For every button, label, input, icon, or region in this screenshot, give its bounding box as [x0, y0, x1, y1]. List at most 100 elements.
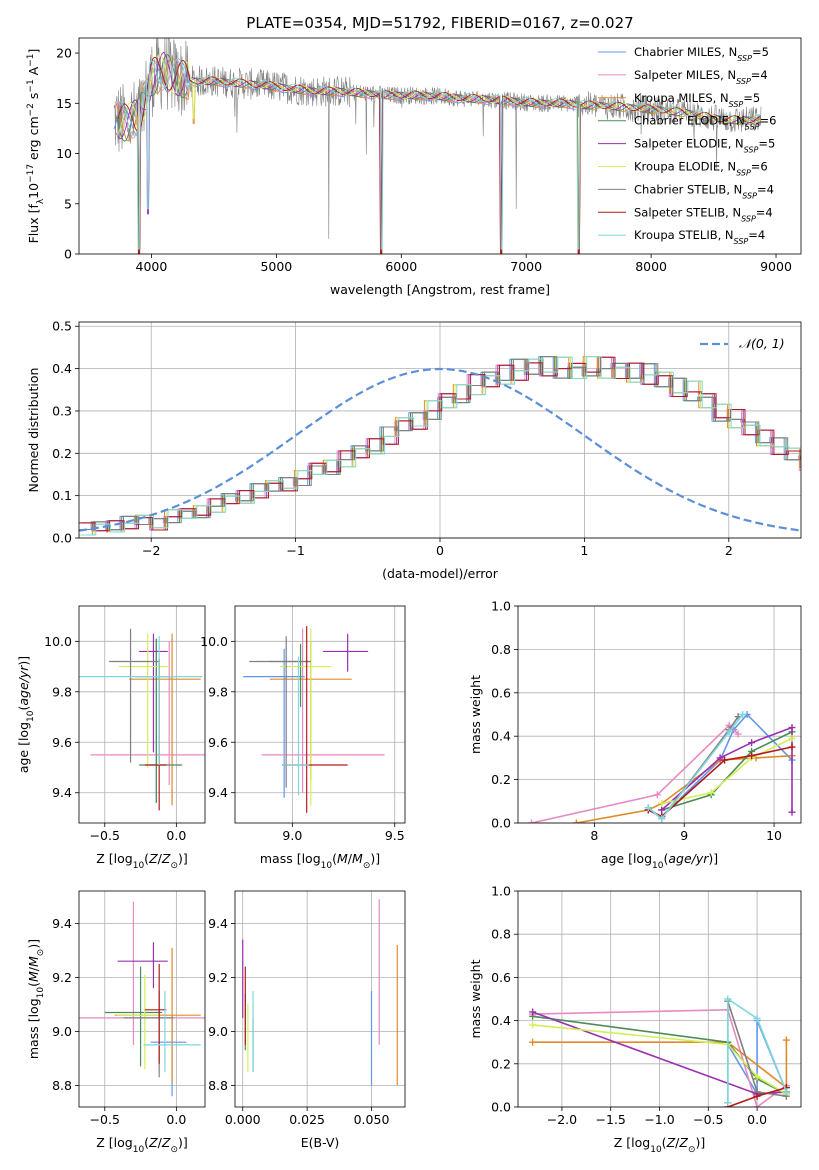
label-part: s — [26, 93, 41, 104]
legend-main: Salpeter ELODIE, N — [634, 137, 744, 151]
legend-sub: SSP — [736, 168, 751, 177]
label-part: )] — [708, 851, 718, 866]
x-tick-label: 9.0 — [282, 828, 302, 843]
model-spectrum-salpeter-stelib — [117, 56, 761, 254]
label-part: / — [26, 966, 41, 971]
label-part: E(B-V) — [301, 1135, 340, 1150]
y-axis-label: age [log10(age/yr)] — [16, 656, 36, 773]
x-tick-label: 4000 — [136, 259, 168, 274]
label-part: M — [26, 971, 41, 982]
legend-main: Kroupa MILES, N — [634, 91, 729, 105]
y-tick-label: 0.8 — [491, 927, 511, 942]
mass-weight-marker — [721, 756, 729, 764]
mass-weight-marker — [782, 1036, 790, 1044]
y-tick-label: 9.4 — [208, 785, 228, 800]
legend-main: Salpeter STELIB, N — [634, 205, 741, 219]
label-part: 10 — [36, 987, 46, 999]
legend-tail: =5 — [743, 91, 760, 105]
x-tick-label: −1.0 — [644, 1112, 674, 1127]
label-part: mass [log — [260, 851, 321, 866]
label-part: Z — [148, 1135, 158, 1150]
label-part: Z [log — [96, 1135, 132, 1150]
histogram-chabrier-miles — [79, 356, 801, 531]
x-tick-label: 5000 — [260, 259, 292, 274]
y-tick-label: 0.0 — [491, 816, 511, 831]
y-tick-label: 9.8 — [208, 684, 228, 699]
mass-weight-marker — [753, 1103, 761, 1107]
axes-mass-vs-Z: −0.5 0.08.89.09.29.4Z [log10(Z/Z⊙)]mass [… — [26, 890, 206, 1155]
mass-weight-marker — [658, 806, 666, 814]
y-axis-label: Normed distribution — [26, 368, 41, 493]
histogram-kroupa-miles — [79, 356, 801, 536]
y-tick-label: 0.3 — [52, 403, 72, 418]
label-part: −17 — [26, 164, 36, 183]
y-tick-label: 0.5 — [52, 319, 72, 334]
mass-weight-marker — [724, 995, 732, 1003]
label-part: / — [348, 851, 353, 866]
mass-weight-marker — [782, 1088, 790, 1096]
label-part: ⊙ — [688, 1145, 696, 1155]
mass-weight-line — [532, 1024, 787, 1095]
x-tick-label: 2 — [725, 543, 733, 558]
mass-weight-marker — [788, 734, 796, 742]
y-tick-label: 8.8 — [208, 1078, 228, 1093]
x-tick-label: 10 — [766, 828, 782, 843]
y-tick-label: 1.0 — [491, 599, 511, 614]
label-part: −2 — [26, 103, 36, 116]
mass-weight-marker — [753, 1092, 761, 1100]
mass-weight-line — [531, 724, 739, 823]
mass-weight-marker — [529, 1038, 537, 1046]
plot-area-massweight-vs-Z — [529, 995, 790, 1107]
label-part: age [log — [16, 722, 31, 773]
legend-main: Kroupa STELIB, N — [634, 228, 734, 242]
mass-weight-line — [661, 737, 793, 805]
y-tick-label: 0.0 — [52, 531, 72, 546]
plot-area-age-vs-Z — [79, 628, 205, 811]
x-axis-label: age [log10(age/yr)] — [601, 851, 718, 871]
y-tick-label: 0.4 — [491, 729, 511, 744]
y-tick-label: 0.2 — [52, 446, 72, 461]
normal-curve — [79, 367, 801, 532]
mass-weight-line — [727, 997, 788, 1103]
legend-label: Salpeter MILES, NSSP=4 — [634, 68, 768, 86]
label-part: −1 — [26, 79, 36, 92]
mass-weight-marker — [658, 799, 666, 807]
mass-weight-line — [661, 731, 793, 811]
legend-main: Kroupa ELODIE, N — [634, 160, 736, 174]
x-axis-label: Z [log10(Z/Z⊙)] — [614, 1135, 706, 1155]
x-tick-label: 0 — [436, 543, 444, 558]
legend-tail: =5 — [752, 45, 769, 59]
mass-weight-marker — [644, 804, 652, 812]
label-part: A — [26, 66, 41, 79]
plot-area-massweight-vs-age — [527, 711, 796, 823]
model-spectrum-chabrier-elodie — [115, 54, 761, 250]
label-part: ( — [663, 851, 668, 866]
label-part: M — [352, 851, 363, 866]
x-tick-label: 6000 — [385, 259, 417, 274]
label-part: ( — [662, 1135, 667, 1150]
mass-weight-marker — [707, 789, 715, 797]
y-tick-label: 0.0 — [491, 1100, 511, 1115]
label-part: )] — [370, 851, 380, 866]
label-part: )] — [178, 851, 188, 866]
label-part: age/yr — [16, 665, 31, 706]
y-tick-label: 9.4 — [208, 916, 228, 931]
label-part: Flux [f — [26, 204, 41, 244]
label-part: 10 — [321, 861, 333, 871]
plot-area-residuals — [79, 356, 801, 536]
model-spectrum-kroupa-stelib — [117, 58, 761, 250]
label-part: / — [158, 1135, 163, 1150]
plot-area-spectrum — [113, 38, 762, 254]
y-tick-label: 8.8 — [52, 1078, 72, 1093]
x-tick-label: 8000 — [635, 259, 667, 274]
label-part: Z — [666, 1135, 676, 1150]
axes-frame — [78, 37, 802, 255]
legend-sub: SSP — [741, 214, 756, 223]
model-spectrum-kroupa-miles — [114, 57, 762, 254]
legend-sub: SSP — [737, 54, 752, 63]
x-tick-label: −0.5 — [90, 828, 120, 843]
legend-tail: =4 — [756, 205, 773, 219]
legend-label: Chabrier ELODIE, NSSP=6 — [634, 114, 776, 132]
legend-label: 𝒩(0, 1) — [739, 336, 785, 351]
